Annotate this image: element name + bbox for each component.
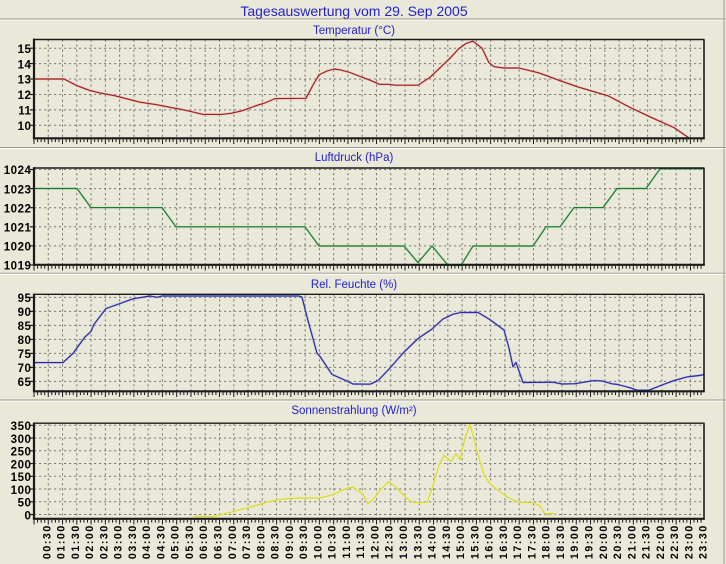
svg-text:01:00: 01:00 — [56, 524, 68, 559]
svg-text:00:30: 00:30 — [41, 524, 53, 559]
svg-text:08:00: 08:00 — [255, 524, 267, 559]
svg-text:85: 85 — [18, 321, 32, 333]
svg-text:65: 65 — [18, 377, 32, 389]
svg-text:11: 11 — [18, 106, 31, 118]
svg-text:12: 12 — [18, 90, 32, 102]
svg-text:22:30: 22:30 — [669, 524, 681, 559]
svg-text:20:00: 20:00 — [598, 524, 610, 559]
svg-text:14:00: 14:00 — [427, 524, 439, 559]
svg-text:10:30: 10:30 — [327, 524, 339, 559]
svg-text:05:00: 05:00 — [170, 524, 182, 559]
svg-text:08:30: 08:30 — [270, 524, 282, 559]
svg-text:18:30: 18:30 — [555, 524, 567, 559]
svg-text:02:30: 02:30 — [98, 524, 110, 559]
svg-text:70: 70 — [18, 363, 32, 375]
svg-text:19:30: 19:30 — [584, 524, 596, 559]
svg-text:06:30: 06:30 — [213, 524, 225, 559]
svg-text:13: 13 — [18, 75, 32, 87]
svg-text:02:00: 02:00 — [84, 524, 96, 559]
svg-text:350: 350 — [11, 421, 32, 433]
svg-text:0: 0 — [25, 510, 32, 522]
svg-text:23:00: 23:00 — [683, 524, 695, 559]
svg-text:80: 80 — [18, 335, 32, 347]
svg-text:1021: 1021 — [4, 223, 32, 235]
svg-text:50: 50 — [18, 498, 32, 510]
svg-text:22:00: 22:00 — [655, 524, 667, 559]
svg-text:1024: 1024 — [4, 165, 32, 177]
svg-text:95: 95 — [18, 293, 32, 305]
svg-text:300: 300 — [11, 434, 32, 446]
svg-text:14: 14 — [18, 59, 32, 71]
svg-text:09:00: 09:00 — [284, 524, 296, 559]
svg-text:10:00: 10:00 — [312, 524, 324, 559]
svg-text:21:00: 21:00 — [626, 524, 638, 559]
svg-text:07:00: 07:00 — [227, 524, 239, 559]
svg-text:19:00: 19:00 — [569, 524, 581, 559]
svg-text:150: 150 — [11, 472, 32, 484]
svg-text:200: 200 — [11, 459, 32, 471]
svg-text:12:00: 12:00 — [369, 524, 381, 559]
svg-text:15:00: 15:00 — [455, 524, 467, 559]
svg-text:04:30: 04:30 — [155, 524, 167, 559]
svg-text:20:30: 20:30 — [612, 524, 624, 559]
svg-text:11:30: 11:30 — [355, 524, 367, 558]
svg-text:90: 90 — [18, 307, 32, 319]
svg-text:05:30: 05:30 — [184, 524, 196, 559]
svg-text:250: 250 — [11, 447, 32, 459]
svg-text:1023: 1023 — [4, 184, 32, 196]
svg-text:100: 100 — [11, 485, 32, 497]
svg-text:11:00: 11:00 — [341, 524, 353, 558]
svg-text:13:00: 13:00 — [398, 524, 410, 559]
svg-text:1022: 1022 — [4, 203, 32, 215]
svg-text:06:00: 06:00 — [198, 524, 210, 559]
svg-text:09:30: 09:30 — [298, 524, 310, 559]
svg-text:17:30: 17:30 — [526, 524, 538, 559]
svg-text:17:00: 17:00 — [512, 524, 524, 559]
svg-text:14:30: 14:30 — [441, 524, 453, 559]
svg-text:23:30: 23:30 — [698, 524, 710, 559]
svg-text:01:30: 01:30 — [70, 524, 82, 559]
svg-text:07:30: 07:30 — [241, 524, 253, 559]
svg-text:03:00: 03:00 — [113, 524, 125, 559]
svg-text:16:00: 16:00 — [484, 524, 496, 559]
svg-text:10: 10 — [18, 121, 32, 133]
svg-text:75: 75 — [18, 349, 32, 361]
svg-text:12:30: 12:30 — [384, 524, 396, 559]
svg-text:03:30: 03:30 — [127, 524, 139, 559]
svg-text:15: 15 — [18, 44, 32, 56]
svg-text:04:00: 04:00 — [141, 524, 153, 559]
svg-text:18:00: 18:00 — [541, 524, 553, 559]
svg-text:15:30: 15:30 — [469, 524, 481, 559]
svg-text:13:30: 13:30 — [412, 524, 424, 559]
svg-text:1020: 1020 — [4, 242, 32, 254]
svg-text:16:30: 16:30 — [498, 524, 510, 559]
svg-text:1019: 1019 — [4, 261, 32, 273]
svg-text:21:30: 21:30 — [641, 524, 653, 559]
